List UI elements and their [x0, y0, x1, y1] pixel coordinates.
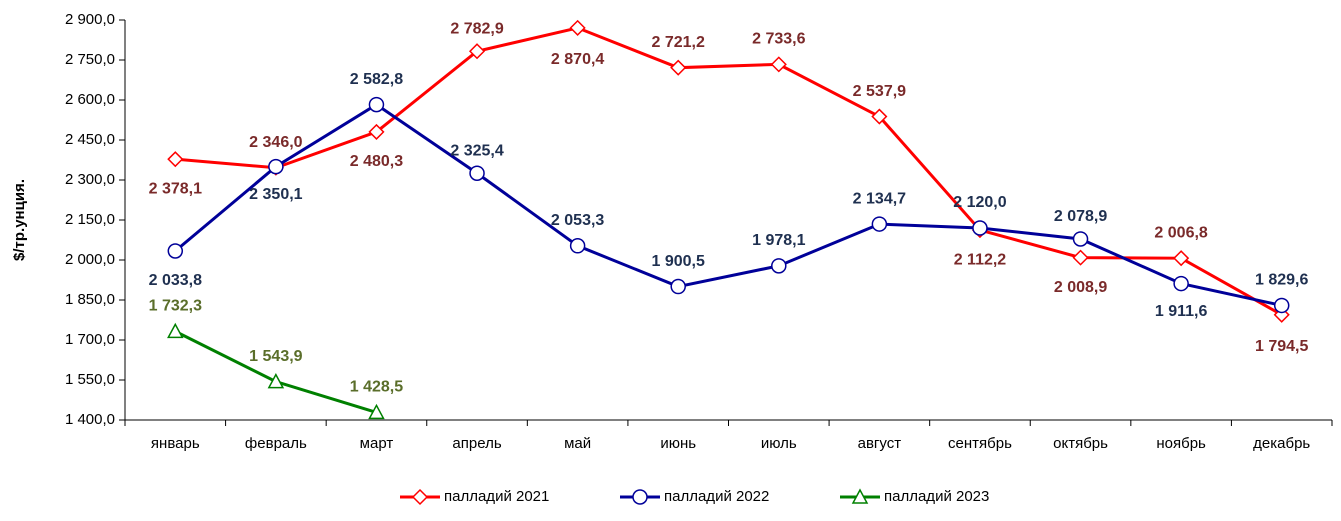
data-point [1173, 250, 1190, 267]
x-tick-label: март [360, 435, 394, 452]
legend-item: палладий 2023 [840, 488, 989, 505]
y-tick-label: 2 150,0 [65, 211, 115, 228]
y-tick-label: 1 700,0 [65, 331, 115, 348]
data-label: 2 582,8 [350, 71, 403, 88]
legend-marker [632, 489, 648, 505]
legend-item: палладий 2021 [400, 488, 549, 506]
data-point [770, 56, 787, 73]
data-point [1273, 297, 1290, 314]
x-tick-label: сентябрь [948, 435, 1012, 452]
x-tick-label: апрель [452, 435, 501, 452]
data-point [268, 158, 284, 175]
data-label: 1 428,5 [350, 379, 403, 396]
data-label: 2 733,6 [752, 31, 805, 48]
data-point [670, 278, 686, 295]
data-label: 2 112,2 [954, 251, 1007, 268]
data-label: 2 480,3 [350, 153, 403, 170]
y-tick-label: 1 400,0 [65, 411, 115, 428]
data-label: 2 033,8 [149, 272, 202, 289]
data-point [569, 238, 586, 254]
data-point [972, 220, 988, 236]
data-label: 2 378,1 [149, 180, 202, 197]
data-label: 2 346,0 [249, 134, 302, 151]
y-tick-label: 2 450,0 [65, 131, 115, 148]
data-label: 1 829,6 [1255, 272, 1308, 289]
data-point [368, 403, 385, 420]
data-label: 2 350,1 [249, 186, 302, 203]
series-line [174, 330, 377, 414]
y-tick-label: 2 000,0 [65, 251, 115, 268]
data-point [771, 258, 787, 274]
x-tick-label: июнь [660, 435, 696, 452]
data-point [368, 96, 385, 113]
x-tick-label: ноябрь [1156, 435, 1206, 452]
x-tick-label: август [858, 435, 902, 452]
x-tick-label: май [564, 435, 591, 452]
x-tick-label: октябрь [1053, 435, 1108, 452]
data-label: 1 794,5 [1255, 338, 1308, 355]
data-label: 2 870,4 [551, 51, 604, 68]
y-tick-label: 1 550,0 [65, 371, 115, 388]
data-point [468, 43, 486, 60]
legend-label: палладий 2023 [884, 488, 989, 505]
x-tick-label: февраль [245, 435, 307, 452]
data-label: 2 134,7 [853, 190, 906, 207]
data-point [1173, 275, 1189, 292]
data-label: 1 900,5 [652, 253, 705, 270]
legend-label: палладий 2022 [664, 488, 769, 505]
data-point [1072, 231, 1089, 247]
x-tick-label: декабрь [1253, 435, 1310, 452]
data-label: 2 325,4 [450, 142, 503, 159]
legend-label: палладий 2021 [444, 488, 549, 505]
data-label: 2 721,2 [652, 34, 705, 51]
data-label: 1 543,9 [249, 348, 302, 365]
data-label: 1 732,3 [149, 298, 202, 315]
data-label: 2 120,0 [953, 194, 1006, 211]
data-label: 1 911,6 [1155, 303, 1208, 320]
data-label: 2 782,9 [450, 20, 503, 37]
x-tick-label: январь [151, 435, 200, 452]
legend-marker [851, 488, 869, 504]
data-label: 2 078,9 [1054, 208, 1107, 225]
series-line [174, 102, 1283, 307]
y-tick-label: 2 900,0 [65, 11, 115, 28]
data-point [167, 243, 184, 259]
data-point [569, 19, 586, 36]
data-point [167, 151, 184, 168]
data-point [167, 322, 184, 339]
data-label: 1 978,1 [752, 232, 805, 249]
data-point [1072, 249, 1089, 266]
data-label: 2 008,9 [1054, 279, 1107, 296]
y-tick-label: 2 300,0 [65, 171, 115, 188]
data-point [670, 59, 687, 76]
y-tick-label: 2 600,0 [65, 91, 115, 108]
data-label: 2 006,8 [1154, 224, 1207, 241]
data-point [368, 123, 385, 140]
data-point [871, 216, 888, 232]
data-label: 2 053,3 [551, 212, 604, 229]
y-tick-label: 1 850,0 [65, 291, 115, 308]
y-tick-label: 2 750,0 [65, 51, 115, 68]
y-axis-label: $/тр.унция. [11, 179, 28, 261]
data-point [267, 373, 285, 389]
legend-marker [411, 488, 429, 506]
series-line [175, 26, 1283, 317]
data-label: 2 537,9 [853, 83, 906, 100]
legend-item: палладий 2022 [620, 488, 769, 505]
data-point [469, 165, 485, 181]
data-point [871, 108, 888, 125]
x-tick-label: июль [761, 435, 797, 452]
